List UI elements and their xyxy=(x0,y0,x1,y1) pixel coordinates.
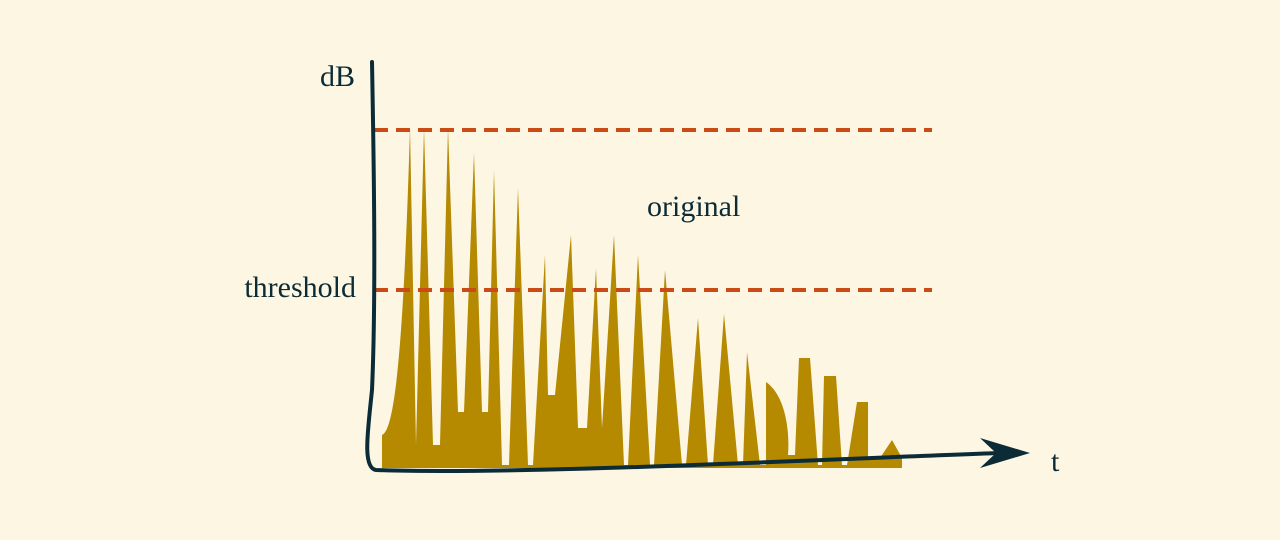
x-axis-label: t xyxy=(1051,445,1060,478)
x-axis-arrowhead xyxy=(980,438,1030,468)
threshold-label: threshold xyxy=(244,271,356,304)
y-axis-label: dB xyxy=(320,60,356,93)
signal-waveform xyxy=(382,128,902,468)
y-axis xyxy=(365,60,1002,473)
signal-label: original xyxy=(647,190,741,223)
